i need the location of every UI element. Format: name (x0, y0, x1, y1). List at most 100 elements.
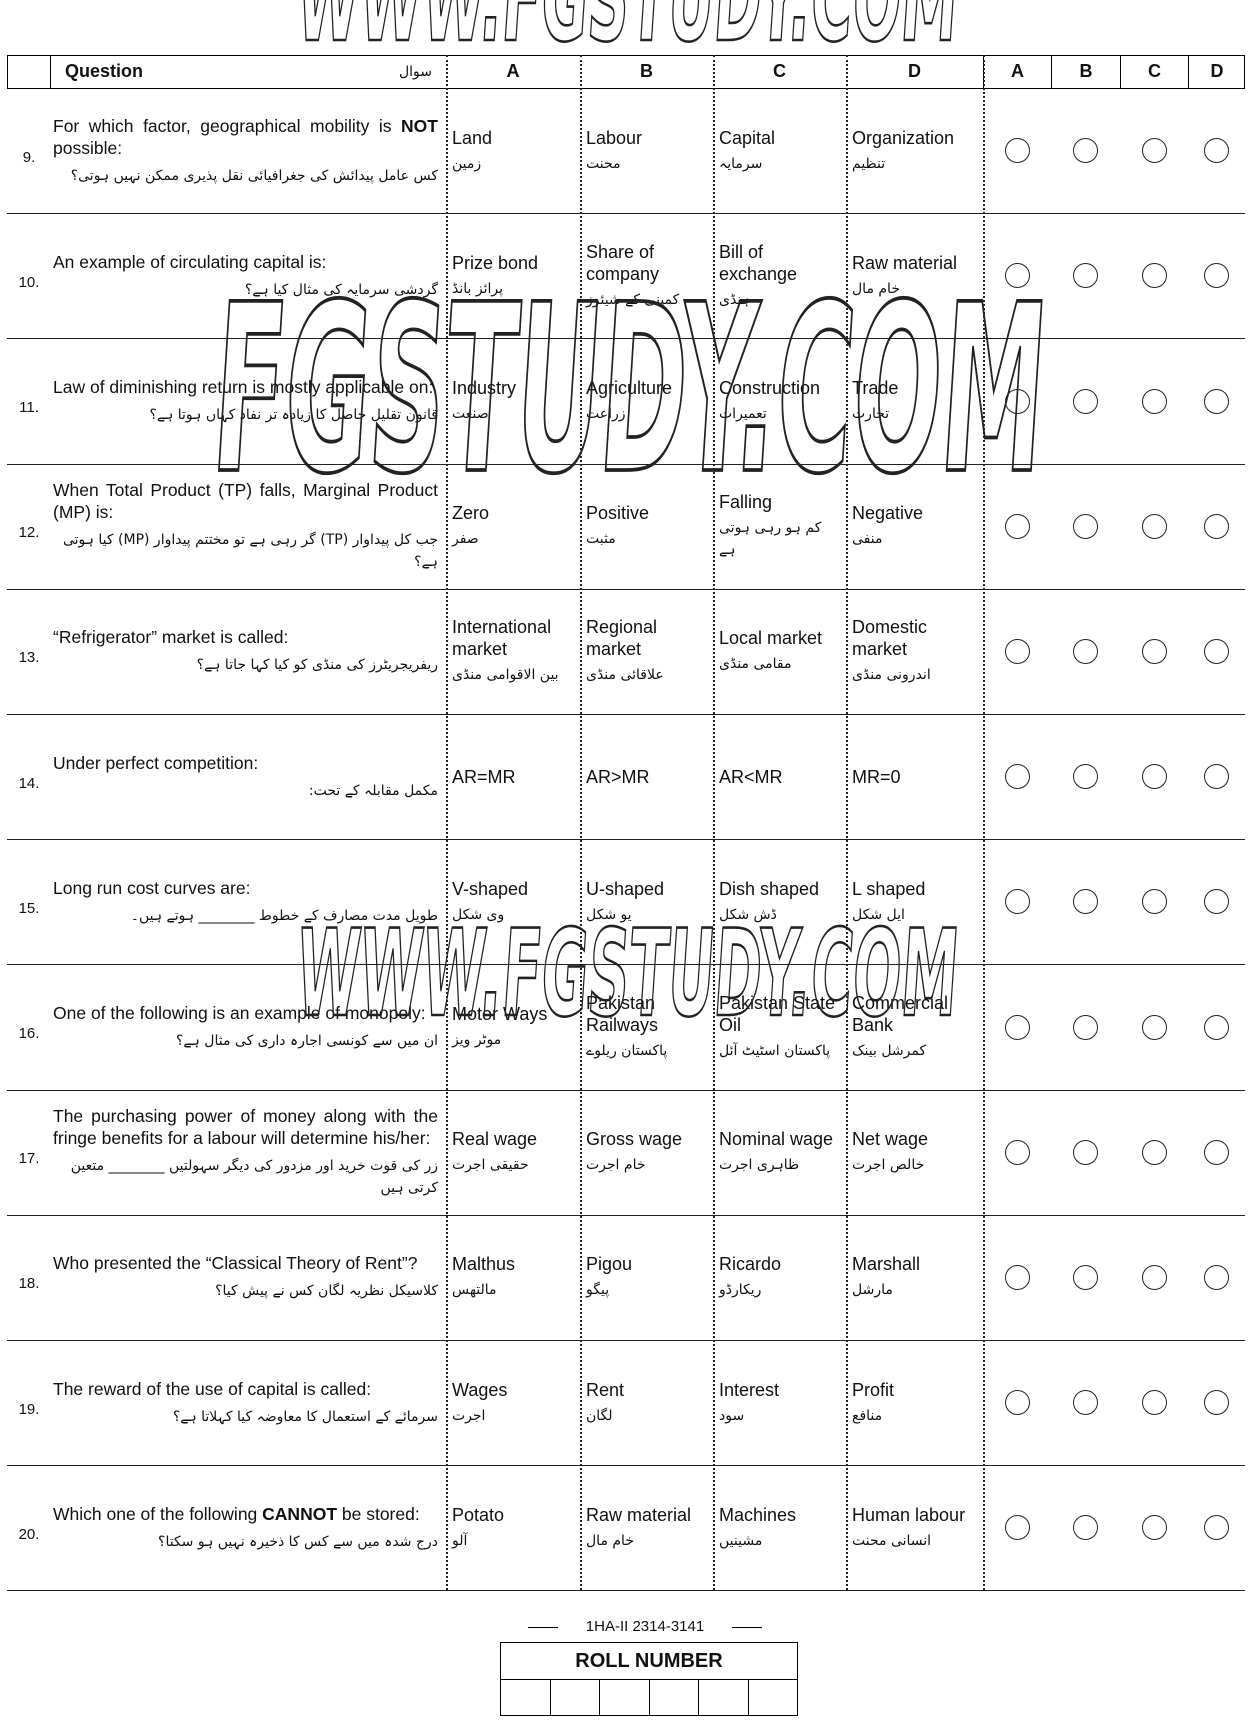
answer-bubble[interactable] (1141, 388, 1167, 414)
option-text: Pigou (586, 1254, 633, 1275)
answer-bubble[interactable] (1073, 638, 1098, 664)
answer-bubble[interactable] (1004, 1264, 1030, 1290)
option-text: Share of company (586, 241, 660, 284)
roll-number-cell[interactable] (501, 1680, 551, 1716)
roll-number-cell[interactable] (600, 1680, 650, 1716)
option-urdu: بین الاقوامی منڈی (452, 667, 559, 684)
answer-bubble[interactable] (1073, 1014, 1098, 1040)
roll-number-cells (501, 1680, 797, 1716)
roll-number-cell[interactable] (650, 1680, 699, 1716)
question-cell: Who presented the “Classical Theory of R… (53, 1215, 438, 1340)
row-divider (7, 1089, 1245, 1091)
answer-bubble[interactable] (1204, 1014, 1229, 1040)
question-text-part: The purchasing power of money along with… (53, 1106, 438, 1149)
option-cell: Interest سود (719, 1340, 842, 1465)
option-urdu: لگان (586, 1407, 613, 1424)
answer-bubble[interactable] (1204, 1515, 1229, 1541)
answer-bubble[interactable] (1073, 263, 1098, 289)
answer-bubble[interactable] (1204, 513, 1229, 539)
column-divider (983, 55, 985, 1591)
answer-bubble[interactable] (1141, 1390, 1167, 1416)
answer-bubble[interactable] (1204, 764, 1229, 790)
answer-bubble[interactable] (1004, 1014, 1030, 1040)
option-text: Pakistan State Oil (719, 992, 836, 1035)
answer-bubble[interactable] (1004, 638, 1030, 664)
answer-bubble[interactable] (1004, 138, 1030, 164)
answer-bubble[interactable] (1073, 889, 1098, 915)
answer-bubble[interactable] (1141, 1264, 1167, 1290)
question-text: The reward of the use of capital is call… (53, 1378, 438, 1400)
answer-bubble[interactable] (1204, 638, 1229, 664)
answer-bubble[interactable] (1204, 1264, 1229, 1290)
option-cell: Labour محنت (586, 88, 709, 213)
question-text: Long run cost curves are: (53, 877, 438, 899)
question-cell: “Refrigerator” market is called: ریفریجری… (53, 589, 438, 714)
answer-bubble[interactable] (1204, 388, 1229, 414)
header-option: D (908, 61, 921, 81)
answer-bubble[interactable] (1073, 1390, 1098, 1416)
answer-bubble[interactable] (1004, 1139, 1030, 1165)
answer-bubble[interactable] (1141, 1515, 1167, 1541)
option-cell: Raw material خام مال (586, 1465, 709, 1590)
option-text: Profit (852, 1379, 895, 1400)
answer-bubble[interactable] (1141, 889, 1167, 915)
roll-number-cell[interactable] (551, 1680, 600, 1716)
option-urdu: صنعت (452, 405, 489, 422)
option-text: Interest (719, 1379, 780, 1400)
option-text: Positive (586, 503, 650, 524)
option-urdu: زراعت (586, 405, 626, 422)
option-urdu: مقامی منڈی (719, 656, 792, 673)
answer-bubble[interactable] (1073, 388, 1098, 414)
answer-bubble[interactable] (1004, 263, 1030, 289)
answer-bubble[interactable] (1141, 764, 1167, 790)
answer-bubble[interactable] (1004, 513, 1030, 539)
answer-bubble[interactable] (1141, 263, 1167, 289)
answer-bubble[interactable] (1141, 1014, 1167, 1040)
answer-bubble[interactable] (1204, 1139, 1229, 1165)
answer-bubble[interactable] (1073, 1264, 1098, 1290)
answer-bubble[interactable] (1141, 638, 1167, 664)
option-text: Pakistan Railways (586, 992, 659, 1035)
answer-bubble[interactable] (1204, 263, 1229, 289)
answer-bubble[interactable] (1004, 764, 1030, 790)
roll-number-cell[interactable] (699, 1680, 749, 1716)
answer-bubble[interactable] (1073, 1139, 1098, 1165)
option-text: Motor Ways (452, 1003, 548, 1024)
option-urdu: کمرشل بینک (852, 1042, 927, 1059)
header-option: A (506, 61, 520, 81)
question-cell: For which factor, geographical mobility … (53, 88, 438, 213)
answer-bubble[interactable] (1004, 1515, 1030, 1541)
question-number: 17. (18, 1150, 40, 1168)
answer-bubble[interactable] (1141, 138, 1167, 164)
option-cell: V-shaped وی شکل (452, 839, 576, 964)
option-urdu: پیگو (586, 1282, 610, 1299)
answer-bubble[interactable] (1141, 513, 1167, 539)
option-urdu: خام مال (852, 280, 900, 297)
answer-bubble[interactable] (1073, 764, 1098, 790)
option-cell: Raw material خام مال (852, 213, 979, 338)
question-urdu: ان میں سے کونسی اجارہ داری کی مثال ہے؟ (176, 1032, 438, 1049)
answer-bubble[interactable] (1073, 1515, 1098, 1541)
option-urdu: حقیقی اجرت (452, 1157, 529, 1174)
option-cell: Motor Ways موٹر ویز (452, 964, 576, 1089)
answer-bubble[interactable] (1004, 388, 1030, 414)
answer-bubble[interactable] (1204, 138, 1229, 164)
answer-bubble[interactable] (1073, 138, 1098, 164)
option-urdu: آلو (452, 1532, 468, 1549)
option-text: Net wage (852, 1129, 929, 1150)
roll-number-cell[interactable] (749, 1680, 798, 1716)
answer-bubble[interactable] (1073, 513, 1098, 539)
header-answer: D (1188, 55, 1245, 88)
answer-bubble[interactable] (1004, 889, 1030, 915)
answer-bubble[interactable] (1004, 1390, 1030, 1416)
answer-bubble[interactable] (1204, 889, 1229, 915)
option-urdu: وی شکل (452, 906, 505, 923)
option-text: Rent (586, 1379, 625, 1400)
option-text: Regional market (586, 617, 658, 660)
option-cell: Domestic market اندرونی منڈی (852, 589, 979, 714)
option-text: Gross wage (586, 1129, 683, 1150)
option-urdu: پاکستان ریلوے (586, 1042, 668, 1059)
answer-bubble[interactable] (1204, 1390, 1229, 1416)
option-cell: Pakistan State Oil پاکستان اسٹیٹ آئل (719, 964, 842, 1089)
answer-bubble[interactable] (1141, 1139, 1167, 1165)
